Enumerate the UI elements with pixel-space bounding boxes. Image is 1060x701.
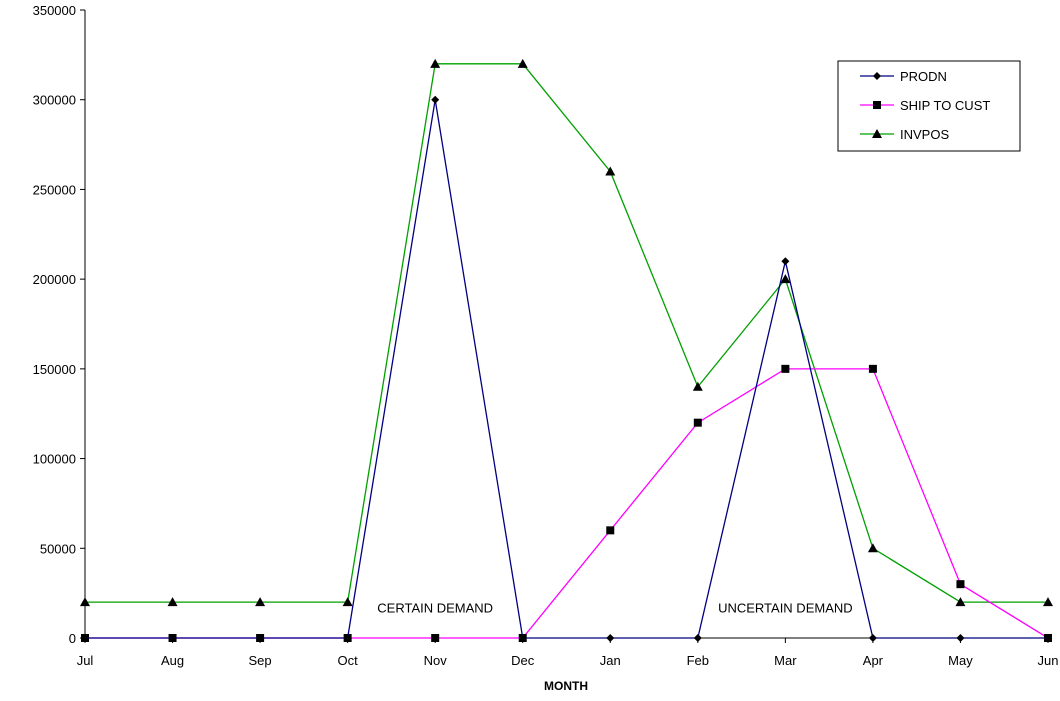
data-point-invpos: [342, 597, 353, 607]
x-tick-label: Apr: [863, 653, 884, 668]
data-point-prodn: [956, 634, 965, 642]
data-point-invpos: [780, 274, 791, 284]
y-tick-label: 0: [69, 631, 76, 646]
data-point-ship-to-cust: [781, 364, 790, 373]
axes: 0 50000 100000 150000 200000 250000 300000 3500…: [33, 3, 1059, 668]
data-point-prodn: [1044, 634, 1052, 642]
data-point-invpos: [167, 597, 178, 607]
legend-marker-prodn: [873, 72, 881, 80]
series-line-ship-to-cust: [85, 368, 1049, 639]
data-point-invpos: [80, 597, 90, 607]
x-tick-label: Dec: [511, 653, 535, 668]
data-point-prodn: [256, 634, 265, 642]
data-point-invpos: [1043, 597, 1053, 607]
x-tick-label: Feb: [687, 653, 709, 668]
data-point-ship-to-cust: [606, 526, 615, 535]
data-point-invpos: [867, 543, 878, 553]
data-point-ship-to-cust: [956, 580, 965, 589]
y-tick-label: 300000: [33, 93, 76, 108]
x-tick-label: Nov: [424, 653, 448, 668]
data-point-prodn: [431, 95, 440, 104]
annotation-layer: CERTAIN DEMAND UNCERTAIN DEMAND: [377, 600, 852, 615]
y-tick-label: 250000: [33, 182, 76, 197]
legend-marker-ship-to-cust: [873, 101, 881, 109]
annotation-label: CERTAIN DEMAND: [377, 600, 493, 615]
x-tick-label: Oct: [338, 653, 359, 668]
legend-marker-invpos: [872, 129, 882, 138]
x-tick-label: Jun: [1038, 653, 1059, 668]
x-tick-label: Jan: [600, 653, 621, 668]
data-point-prodn: [81, 634, 89, 642]
x-tick-label: Jul: [77, 653, 94, 668]
x-axis-title: MONTH: [544, 679, 588, 693]
x-tick-label: May: [948, 653, 973, 668]
data-point-ship-to-cust: [868, 364, 877, 373]
x-tick-label: Mar: [774, 653, 797, 668]
data-point-invpos: [605, 166, 616, 176]
y-tick-label: 100000: [33, 452, 76, 467]
y-tick-label: 200000: [33, 272, 76, 287]
series-ship-to-cust: [81, 364, 1052, 642]
x-tick-label: Sep: [249, 653, 272, 668]
data-point-prodn: [781, 257, 790, 266]
data-point-ship-to-cust: [693, 418, 702, 427]
data-point-prodn: [606, 634, 615, 642]
legend-label-invpos: INVPOS: [900, 127, 949, 142]
data-point-invpos: [430, 58, 441, 68]
series-line-invpos: [85, 63, 1048, 603]
data-point-prodn: [868, 634, 877, 642]
y-tick-label: 150000: [33, 362, 76, 377]
x-tick-label: Aug: [161, 653, 184, 668]
y-tick-label: 350000: [33, 3, 76, 18]
legend-label-ship-to-cust: SHIP TO CUST: [900, 98, 990, 113]
data-point-prodn: [518, 634, 527, 642]
data-point-prodn: [343, 634, 352, 642]
data-point-prodn: [693, 634, 702, 642]
data-point-ship-to-cust: [431, 634, 440, 642]
data-point-invpos: [517, 58, 528, 68]
legend-label-prodn: PRODN: [900, 69, 947, 84]
series-prodn: [81, 95, 1052, 642]
series-invpos: [80, 58, 1053, 607]
annotation-label: UNCERTAIN DEMAND: [718, 600, 853, 615]
y-tick-label: 50000: [40, 541, 76, 556]
data-point-prodn: [168, 634, 177, 642]
data-point-invpos: [255, 597, 266, 607]
series-line-prodn: [85, 99, 1048, 639]
series-layer: [80, 58, 1053, 642]
data-point-invpos: [955, 597, 966, 607]
data-point-invpos: [692, 381, 703, 391]
legend: PRODN SHIP TO CUST INVPOS: [837, 60, 1021, 152]
